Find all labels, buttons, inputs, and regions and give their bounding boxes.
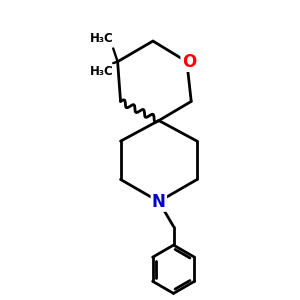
Text: H₃C: H₃C [89, 64, 113, 78]
Text: N: N [152, 193, 166, 211]
Text: O: O [182, 53, 196, 71]
Text: H₃C: H₃C [89, 32, 113, 46]
